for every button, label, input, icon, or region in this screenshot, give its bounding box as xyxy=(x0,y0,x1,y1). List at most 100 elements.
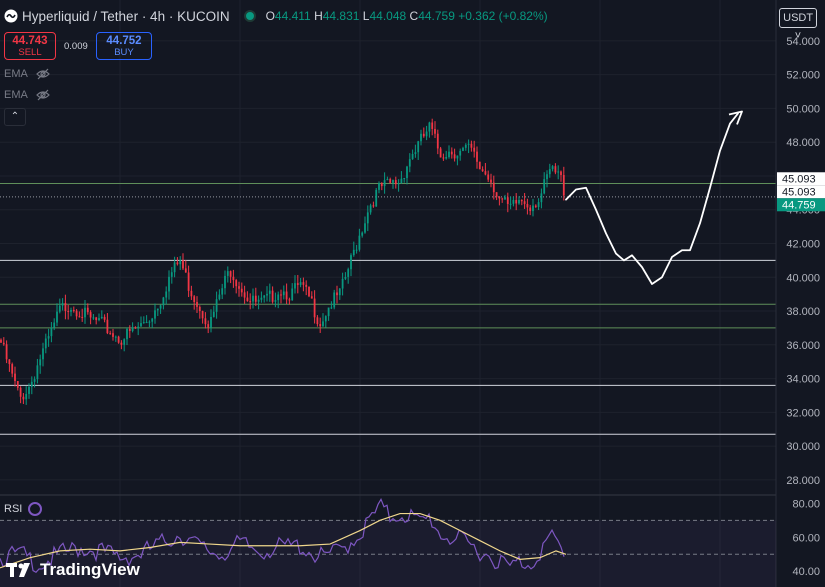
price-axis-background xyxy=(776,0,825,587)
candle-body xyxy=(338,288,341,296)
candle-body xyxy=(204,318,207,325)
candle-body xyxy=(302,282,305,285)
rsi-loading-icon xyxy=(28,502,43,516)
candle-body xyxy=(406,166,408,179)
candle-body xyxy=(218,294,221,300)
candle-body xyxy=(8,359,11,365)
candles xyxy=(0,118,565,405)
candle-body xyxy=(182,260,184,269)
candle-body xyxy=(350,255,352,270)
candle-body xyxy=(14,373,16,382)
horizontal-levels xyxy=(0,183,776,435)
price-tick-label: 54.000 xyxy=(786,36,820,48)
candle-body xyxy=(540,193,543,203)
candle-body xyxy=(215,299,218,312)
buy-button[interactable]: 44.752 BUY xyxy=(96,32,152,60)
candle-body xyxy=(170,272,173,277)
candle-body xyxy=(344,276,347,279)
currency-selector[interactable]: USDT ˅ xyxy=(779,8,817,42)
sell-button[interactable]: 44.743 SELL xyxy=(4,32,56,60)
candle-body xyxy=(439,148,442,158)
indicator-ema-2[interactable]: EMA xyxy=(4,87,50,103)
rsi-line xyxy=(0,497,565,574)
candle-body xyxy=(534,205,537,207)
candle-body xyxy=(201,311,204,319)
rsi-tick-label: 40.00 xyxy=(792,566,820,578)
candle-body xyxy=(148,321,151,323)
candle-body xyxy=(546,174,548,180)
candle-body xyxy=(425,131,428,137)
candle-body xyxy=(551,166,554,170)
candle-body xyxy=(246,297,249,302)
candle-body xyxy=(70,310,72,312)
collapse-indicators-button[interactable]: ⌃ xyxy=(4,108,26,126)
candle-body xyxy=(341,278,344,289)
candle-body xyxy=(120,342,123,345)
candle-body xyxy=(179,260,182,265)
candle-body xyxy=(548,169,551,175)
price-label-box xyxy=(777,185,825,199)
candle-body xyxy=(187,272,190,291)
candle-body xyxy=(294,283,296,289)
candle-body xyxy=(123,339,126,345)
candle-body xyxy=(226,271,229,276)
candle-body xyxy=(313,298,316,318)
candle-body xyxy=(5,344,8,360)
candle-body xyxy=(420,133,422,142)
eye-hidden-icon[interactable] xyxy=(35,68,50,80)
candle-body xyxy=(484,171,487,175)
candle-body xyxy=(543,179,546,194)
candle-body xyxy=(19,387,22,397)
candle-body xyxy=(235,280,238,287)
candle-body xyxy=(173,262,176,273)
candle-body xyxy=(383,180,386,187)
candle-body xyxy=(394,180,397,185)
candle-body xyxy=(305,284,308,287)
candle-body xyxy=(36,365,39,380)
candle-body xyxy=(464,144,467,148)
candle-body xyxy=(243,292,246,298)
candle-body xyxy=(56,311,58,323)
candle-body xyxy=(403,178,406,180)
candle-body xyxy=(445,156,448,159)
eye-hidden-icon[interactable] xyxy=(35,89,50,101)
candle-body xyxy=(33,379,36,382)
candle-body xyxy=(232,276,235,281)
candle-body xyxy=(249,301,252,303)
candle-body xyxy=(103,316,106,320)
tradingview-logo-icon xyxy=(6,563,30,577)
symbol-logo-icon xyxy=(4,9,18,23)
candle-body xyxy=(436,133,439,149)
candle-body xyxy=(268,290,271,294)
candle-body xyxy=(347,269,350,277)
sell-label: SELL xyxy=(18,47,42,58)
candle-body xyxy=(422,133,425,137)
candle-body xyxy=(375,189,378,207)
candle-body xyxy=(498,196,501,199)
price-tick-label: 36.000 xyxy=(786,340,820,352)
candle-body xyxy=(126,328,128,340)
spread-value: 0.009 xyxy=(64,41,88,52)
indicator-ema-1[interactable]: EMA xyxy=(4,66,50,82)
projection-path xyxy=(565,112,739,285)
candle-body xyxy=(319,324,322,327)
symbol-title[interactable]: Hyperliquid / Tether · 4h · KUCOIN xyxy=(22,8,230,24)
rsi-legend[interactable]: RSI xyxy=(4,502,43,516)
candle-body xyxy=(372,205,375,207)
candle-body xyxy=(537,202,540,207)
ohlc-low: 44.048 xyxy=(369,9,407,23)
candle-body xyxy=(176,262,179,265)
indicator-ema-2-label: EMA xyxy=(4,89,28,101)
candle-body xyxy=(492,182,495,193)
candle-body xyxy=(431,122,434,129)
candle-body xyxy=(100,316,103,319)
candle-body xyxy=(238,286,240,289)
candle-body xyxy=(397,183,400,185)
candle-body xyxy=(333,292,336,308)
candle-body xyxy=(50,327,53,337)
candle-body xyxy=(434,128,436,134)
price-label-box xyxy=(777,172,825,186)
price-tick-label: 48.000 xyxy=(786,137,820,149)
ohlc-values: O44.411 H44.831 L44.048 C44.759 +0.362 (… xyxy=(266,9,548,23)
